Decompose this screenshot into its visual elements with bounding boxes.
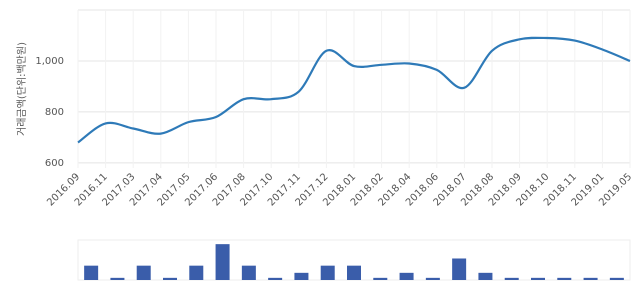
volume-bar <box>504 277 519 280</box>
volume-bar <box>136 265 151 280</box>
y-tick-label: 800 <box>45 107 64 118</box>
volume-bar <box>347 265 361 280</box>
volume-bar <box>215 244 230 280</box>
y-tick-label: 600 <box>45 158 64 169</box>
volume-bar <box>452 258 467 280</box>
volume-bar <box>531 277 545 280</box>
volume-bar <box>268 277 283 280</box>
volume-bar <box>399 272 414 280</box>
volume-bar <box>373 277 388 280</box>
volume-bar <box>557 277 572 280</box>
y-axis-label: 거래금액(단위:백만원) <box>15 42 28 136</box>
volume-bar <box>163 277 177 280</box>
volume-bar <box>189 265 204 280</box>
volume-bar <box>110 277 125 280</box>
volume-bar <box>320 265 335 280</box>
price-line <box>77 36 631 144</box>
volume-bar <box>294 272 309 280</box>
volume-bar <box>609 277 624 280</box>
y-tick-label: 1,000 <box>35 56 64 67</box>
volume-bar <box>583 277 598 280</box>
volume-bar <box>425 277 440 280</box>
volume-bar <box>84 265 99 280</box>
volume-bar <box>478 272 493 280</box>
volume-bar <box>241 265 256 280</box>
